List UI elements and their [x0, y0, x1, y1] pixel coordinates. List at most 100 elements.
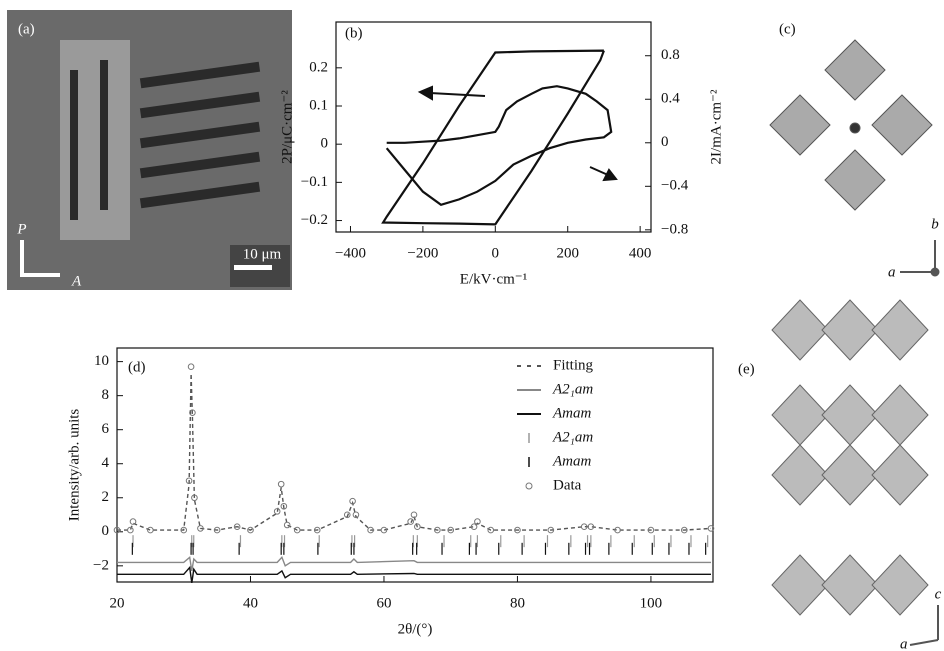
legend-marker [525, 482, 533, 490]
data-point [197, 525, 204, 532]
x-tick-label: 200 [556, 245, 579, 261]
y2-axis-label: 2I/mA·cm⁻² [708, 89, 724, 164]
y-tick-label: 2 [102, 489, 110, 505]
data-point [247, 526, 254, 534]
x-tick-label: 80 [510, 595, 525, 611]
data-point [380, 526, 388, 534]
data-point [187, 363, 195, 371]
data-point [127, 526, 134, 534]
y-axis-label: 2P/μC·cm⁻² [279, 90, 295, 164]
data-point [407, 518, 414, 525]
data-point [410, 511, 418, 519]
data-point [191, 494, 198, 502]
polarizer-label: P [16, 221, 26, 237]
legend-label: Fitting [553, 357, 594, 373]
data-point [313, 526, 321, 534]
data-point [707, 525, 715, 532]
x-tick-label: −200 [407, 245, 438, 261]
y2-tick-label: −0.8 [661, 221, 688, 237]
plot-frame [116, 347, 714, 583]
legend-label: A2₁am [552, 381, 593, 397]
y-tick-label: 0 [321, 136, 329, 152]
y2-tick-label: 0 [661, 134, 669, 150]
data-point [113, 526, 121, 534]
legend-label: Data [553, 477, 582, 493]
data-point [277, 480, 285, 488]
analyzer-label: A [71, 273, 82, 289]
annotation-arrows [417, 85, 618, 182]
data-point [293, 526, 301, 534]
plot-frame [335, 21, 652, 233]
data-point [474, 518, 481, 525]
data-point [349, 497, 356, 505]
legend-label: Amam [552, 405, 591, 421]
x-axis-label: 2θ/(°) [398, 621, 433, 637]
y-tick-label: −0.2 [301, 212, 328, 228]
data-point [273, 508, 281, 515]
y-tick-label: 10 [94, 353, 109, 369]
y-tick-label: 0 [102, 523, 110, 539]
data-point [587, 523, 595, 530]
x-tick-label: 20 [110, 595, 125, 611]
x-tick-label: −400 [335, 245, 366, 261]
y-tick-label: 4 [102, 455, 110, 471]
axis-label: b [931, 216, 939, 232]
data-point [280, 502, 288, 510]
axis-label: a [900, 636, 908, 651]
axis-label: c [935, 586, 942, 602]
y-tick-label: −2 [93, 557, 109, 573]
micrograph [7, 10, 292, 290]
data-point [283, 521, 291, 529]
data-point [434, 526, 441, 534]
panel-label: (b) [345, 25, 363, 41]
x-axis-label: E/kV·cm⁻¹ [460, 271, 527, 287]
data-point [185, 477, 193, 485]
data-point [352, 511, 360, 519]
y-tick-label: 8 [102, 387, 110, 403]
data-point [447, 526, 455, 534]
data-point [514, 526, 521, 534]
data-point [343, 511, 351, 519]
legend-label: A2₁am [552, 429, 593, 445]
x-tick-label: 400 [629, 245, 652, 261]
data-point [189, 409, 196, 416]
y-tick-label: 0.2 [309, 59, 328, 75]
y2-tick-label: 0.4 [661, 91, 680, 107]
y2-tick-label: 0.8 [661, 47, 680, 63]
x-tick-label: 40 [243, 595, 258, 611]
structure-c [769, 39, 940, 277]
series-line [117, 565, 711, 584]
x-tick-label: 100 [640, 595, 663, 611]
data-point [614, 526, 621, 534]
data-point [213, 526, 221, 534]
y-axis-label: Intensity/arb. units [66, 409, 82, 522]
y-tick-label: 0.1 [309, 97, 328, 113]
legend-label: Amam [552, 453, 591, 469]
scale-bar-label: 10 μm [243, 246, 282, 262]
x-tick-label: 0 [492, 245, 500, 261]
x-tick-label: 60 [376, 595, 391, 611]
data-point [681, 526, 688, 534]
panel-label: (c) [779, 21, 796, 37]
data-point [414, 523, 421, 530]
data-point [180, 526, 188, 534]
structure-e [771, 299, 939, 646]
axis-label: a [888, 264, 896, 280]
data-point [580, 523, 588, 530]
y-tick-label: −0.1 [301, 174, 328, 190]
panel-label: (d) [128, 359, 146, 375]
data-point [233, 523, 241, 530]
data-point [470, 523, 478, 530]
series-line [117, 555, 711, 572]
data-point [547, 526, 555, 534]
series-line [117, 373, 712, 531]
series-line [385, 85, 613, 207]
y-tick-label: 6 [102, 421, 110, 437]
data-point [147, 526, 154, 534]
panel-label: (e) [738, 361, 755, 377]
series-line [381, 49, 605, 226]
data-point [647, 526, 655, 534]
data-point [367, 526, 374, 534]
data-point [487, 526, 495, 534]
